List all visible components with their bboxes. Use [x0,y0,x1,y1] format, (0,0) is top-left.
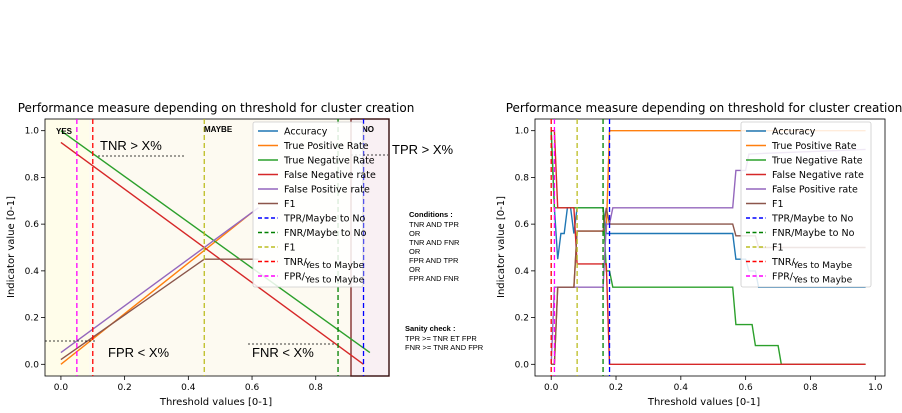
legend-label: FPR/ [772,272,794,283]
x-tick-label: 0.4 [181,383,196,393]
legend-label: FNR/Maybe to No [772,228,855,239]
axes-frame [44,118,390,377]
chart-title-right: Performance measure depending on thresho… [506,101,902,115]
ylabel-right: Indicator value [0-1] [496,196,507,298]
x-tick-label: 0.0 [54,383,69,393]
axes-frame [534,118,886,377]
y-tick-label: 0.6 [515,220,530,230]
y-tick-label: 0.4 [515,267,530,277]
conditions-item: FPR AND TPR [409,256,459,265]
y-tick-label: 0.6 [25,220,40,230]
legend-label: TPR/Maybe to No [771,214,854,225]
conditions-title: Conditions : [409,210,453,219]
y-tick-label: 1.0 [515,127,530,137]
x-tick-label: 0.6 [738,383,753,393]
conditions-item: FPR AND FNR [409,274,460,283]
legend-label: False Negative rate [284,170,376,181]
zone-label-yes: YES [56,127,73,136]
annotation-fnr: FNR < X% [252,345,314,360]
y-tick-label: 0.2 [25,314,39,324]
zone-label-maybe: MAYBE [204,125,233,134]
legend-label: FNR/Maybe to No [284,228,367,239]
chart-right: 0.0 0.2 0.4 0.6 0.8 1.0 0.0 0.2 0.4 0.6 0.8 1.0 Per… [496,101,902,408]
y-tick-label: 0.0 [25,360,40,370]
legend-label: Accuracy [772,127,816,138]
series-line-3 [60,141,364,365]
y-tick-label: 0.4 [25,267,40,277]
y-tick-label: 0.8 [25,173,40,183]
zone-yes [45,119,89,376]
legend-label: True Positive Rate [771,141,857,152]
legend-label-suffix: Yes to Maybe [304,276,365,286]
sanity-title: Sanity check : [405,324,455,333]
legend-label-suffix: Yes to Maybe [304,261,365,271]
legend-frame [252,121,364,288]
x-tick-label: 0.0 [544,383,559,393]
y-tick-label: 0.8 [515,173,530,183]
legend-label: False Positive rate [284,185,370,196]
legend-label: True Negative Rate [771,156,863,167]
legend-label-suffix: Yes to Maybe [792,276,853,286]
conditions-item: OR [409,265,421,274]
legend-label: True Negative Rate [283,156,375,167]
x-tick-label: 0.8 [309,383,324,393]
conditions-item: TNR AND TPR [409,220,459,229]
x-tick-label: 0.8 [803,383,818,393]
legend-right: Accuracy True Positive Rate True Negative … [740,121,872,288]
legend-label: F1 [772,199,784,210]
x-tick-label: 0.4 [674,383,689,393]
legend-label: FPR/ [284,272,306,283]
series-line-4 [60,207,259,354]
y-tick-label: 0.2 [515,314,529,324]
chart-title-left: Performance measure depending on thresho… [18,101,415,115]
xlabel-right: Threshold values [0-1] [647,397,760,408]
chart-left: 0.0 0.2 0.4 0.6 0.8 0.0 0.2 0.4 0.6 0.8 1.0 Perfor… [6,101,484,408]
legend-label: TPR/Maybe to No [283,214,366,225]
legend-label: TNR/ [283,257,308,268]
y-tick-label: 0.0 [515,360,530,370]
annotation-fpr: FPR < X% [108,345,169,360]
annotation-tnr: TNR > X% [100,138,162,153]
sanity-item: FNR >= TNR AND FPR [405,343,484,352]
zone-label-no: NO [362,125,374,134]
y-tick-label: 1.0 [25,127,40,137]
annotation-tpr: TPR > X% [392,142,453,157]
legend-left: Accuracy True Positive Rate True Negative … [252,121,376,288]
legend-frame [740,121,872,288]
legend-label: F1 [772,243,784,254]
series-line-2 [60,130,371,354]
xlabel-left: Threshold values [0-1] [159,397,272,408]
x-tick-label: 1.0 [868,383,883,393]
legend-label: F1 [284,243,296,254]
x-tick-label: 0.6 [245,383,260,393]
x-tick-label: 0.2 [609,383,623,393]
sanity-item: TPR >= TNR ET FPR [405,334,477,343]
legend-label: False Positive rate [772,185,858,196]
x-tick-label: 0.2 [117,383,131,393]
plot-area-left: 0.0 0.2 0.4 0.6 0.8 0.0 0.2 0.4 0.6 0.8 1.0 [25,118,390,393]
conditions-item: TNR AND FNR [409,238,460,247]
legend-label: F1 [284,199,296,210]
legend-label: Accuracy [284,127,328,138]
ylabel-left: Indicator value [0-1] [6,196,17,298]
legend-label: False Negative rate [772,170,864,181]
legend-label: TNR/ [771,257,796,268]
conditions-item: OR [409,229,421,238]
legend-label: True Positive Rate [283,141,369,152]
conditions-item: OR [409,247,421,256]
legend-label-suffix: Yes to Maybe [792,261,853,271]
